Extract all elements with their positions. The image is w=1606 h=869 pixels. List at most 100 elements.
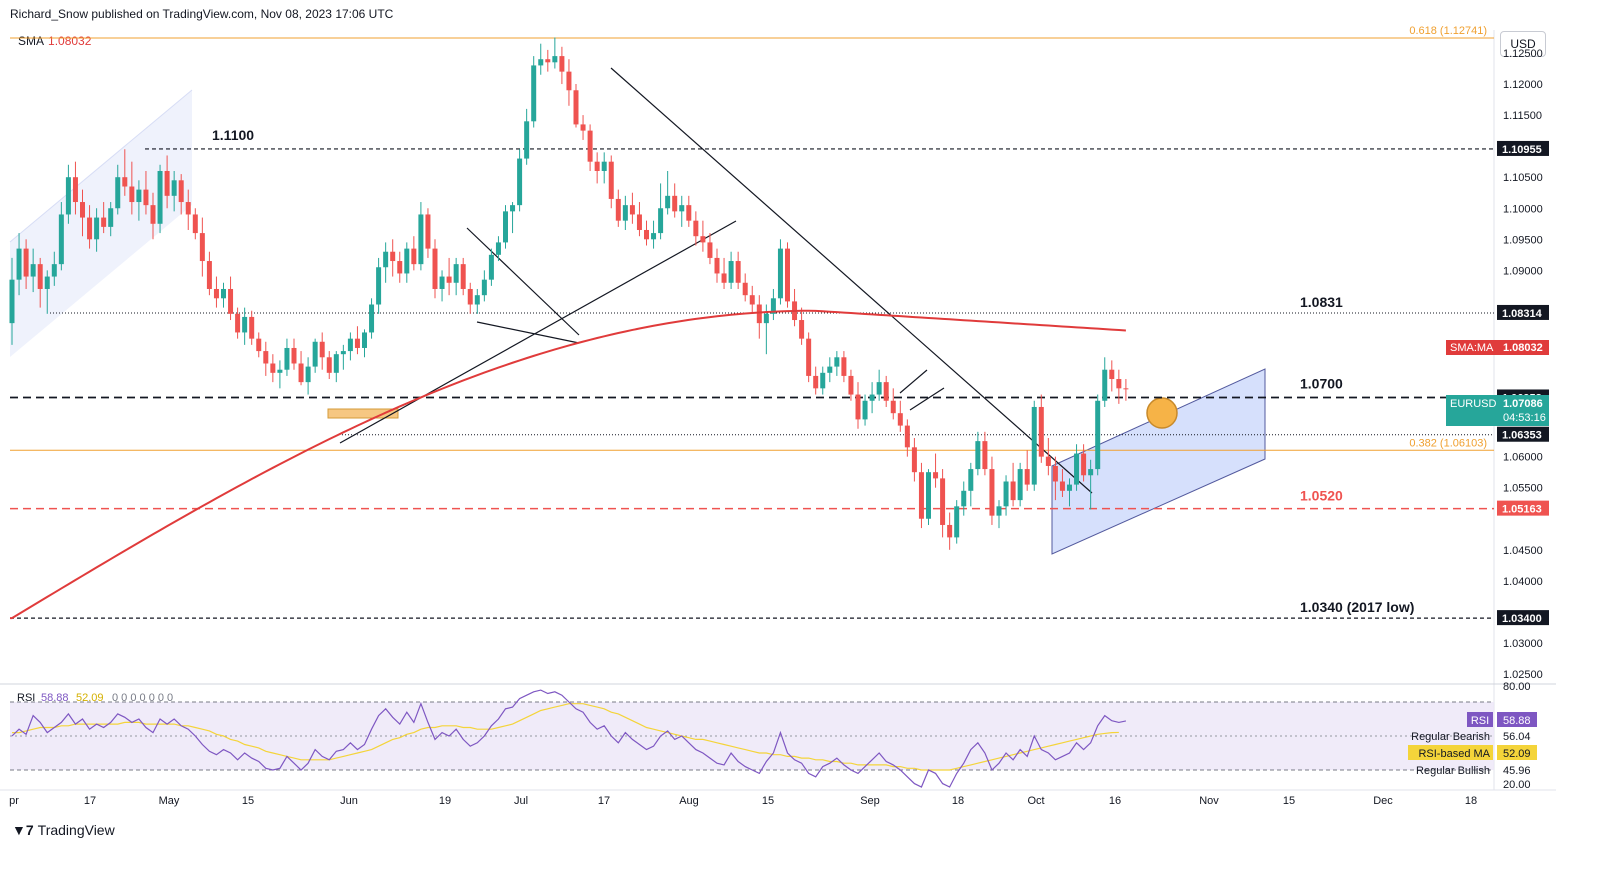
breakout-circle[interactable] <box>1146 397 1178 429</box>
candle-body <box>411 248 417 265</box>
rsi-side-labels: RSI 58.88 Regular Bearish 56.04 RSI-based MA… <box>1408 712 1537 777</box>
candle-body <box>538 59 544 66</box>
candle-body <box>488 254 494 280</box>
candle-body <box>651 233 657 240</box>
downtrend-line[interactable] <box>610 67 1093 494</box>
candle-body <box>51 264 57 277</box>
candle-body <box>474 295 480 305</box>
price-label: 1.05163 <box>1502 504 1542 516</box>
flag-lower[interactable] <box>909 387 945 411</box>
price-axis[interactable]: 1.12500 1.12000 1.11500 1.10500 1.10000 1.095… <box>1503 48 1543 681</box>
currency-selector[interactable]: USD <box>1500 31 1546 57</box>
support-zone-box[interactable] <box>327 408 399 419</box>
time-axis[interactable]: pr 17 May 15 Jun 19 Jul 17 Aug 15 Sep 18 Oct 16 Nov 15 D… <box>9 795 1477 807</box>
candle-body <box>975 441 981 470</box>
price-tick: 1.04500 <box>1503 545 1543 557</box>
fib-annotation: 0.382 (1.06103) <box>1409 437 1487 449</box>
candle-body <box>517 158 523 206</box>
candle-body <box>333 354 339 373</box>
ascending-channel-right[interactable] <box>1051 368 1266 555</box>
candle-body <box>347 338 353 352</box>
candle-body <box>904 425 910 448</box>
candle-body <box>263 351 269 364</box>
time-tick: 17 <box>598 795 610 807</box>
candle-body <box>1052 465 1058 482</box>
price-tick: 1.10500 <box>1503 172 1543 184</box>
candle-body <box>235 313 241 333</box>
candle-body <box>820 372 826 389</box>
rsi-legend-value: 58.88 <box>41 692 69 704</box>
candle-body <box>1067 484 1072 491</box>
candle-body <box>376 267 382 305</box>
candle-body <box>573 90 579 125</box>
level-annotation: 1.0340 (2017 low) <box>1300 599 1414 615</box>
time-tick: Jun <box>340 795 358 807</box>
price-tick: 1.02500 <box>1503 669 1543 681</box>
candle-body <box>1031 406 1037 485</box>
price-label-bg <box>1497 140 1549 156</box>
candle-body <box>150 205 156 224</box>
price-tick: 1.09000 <box>1503 265 1543 277</box>
sma-legend-value: 1.08032 <box>48 34 92 48</box>
candle-body <box>16 248 22 280</box>
candle-body <box>1010 481 1016 501</box>
candle-body <box>989 469 995 516</box>
candle-body <box>291 347 297 364</box>
candle-body <box>785 248 790 302</box>
price-tick: 1.09500 <box>1503 234 1543 246</box>
candle-body <box>756 304 762 324</box>
candle-body <box>115 177 121 209</box>
price-tick: 1.12000 <box>1503 79 1543 91</box>
candle-body <box>1123 388 1129 390</box>
ascending-channel-left[interactable] <box>10 90 192 357</box>
trendlines <box>9 67 1093 494</box>
price-badge-symbol: EURUSD <box>1450 398 1497 410</box>
candle-body <box>319 341 325 358</box>
time-tick: Sep <box>860 795 880 807</box>
time-tick: pr <box>9 795 19 807</box>
candle-body <box>918 472 924 519</box>
sma-badge-value: 1.08032 <box>1503 342 1543 354</box>
candle-body <box>1116 379 1122 389</box>
candle-body <box>1017 469 1023 501</box>
wedge-upper[interactable] <box>466 227 580 336</box>
wedge-lower[interactable] <box>476 321 580 344</box>
candle-body <box>270 363 276 373</box>
candle-body <box>749 295 755 305</box>
rsi-legend-zeros: 0 0 0 0 0 0 0 <box>112 692 173 704</box>
candle-body <box>136 189 142 203</box>
bar-countdown: 04:53:16 <box>1503 412 1546 424</box>
candle-body <box>192 214 198 234</box>
candle-body <box>495 242 501 255</box>
candle-body <box>636 214 642 230</box>
candle-body <box>1045 456 1051 466</box>
price-tick: 1.05500 <box>1503 483 1543 495</box>
candle-body <box>1088 469 1094 476</box>
left-channel-top[interactable] <box>9 89 193 243</box>
candle-body <box>157 170 163 224</box>
candle-body <box>848 375 854 395</box>
candle-body <box>1003 481 1009 507</box>
sma-legend[interactable]: SMA 1.08032 <box>18 34 91 48</box>
candle-body <box>742 282 748 296</box>
rsi-legend[interactable]: RSI 58.88 52.09 0 0 0 0 0 0 0 <box>17 692 173 704</box>
candle-body <box>1059 481 1065 491</box>
price-label-bg <box>1497 304 1549 320</box>
candle-body <box>340 351 346 355</box>
rsi-axis: 80.00 20.00 <box>1503 681 1531 791</box>
candle-body <box>9 279 15 324</box>
uptrend-line[interactable] <box>339 220 737 444</box>
price-tick: 1.04000 <box>1503 576 1543 588</box>
sma-line <box>10 309 1126 620</box>
footer-brand: ▼7 TradingView <box>12 822 115 838</box>
flag-upper[interactable] <box>899 369 928 394</box>
candle-body <box>1095 400 1101 470</box>
price-label-bg <box>1497 500 1549 516</box>
candle-body <box>44 276 50 289</box>
candle-body <box>65 177 71 215</box>
price-tick: 1.10000 <box>1503 203 1543 215</box>
time-tick: 15 <box>762 795 774 807</box>
rsi-tick: 20.00 <box>1503 779 1531 791</box>
candle-body <box>728 261 734 283</box>
